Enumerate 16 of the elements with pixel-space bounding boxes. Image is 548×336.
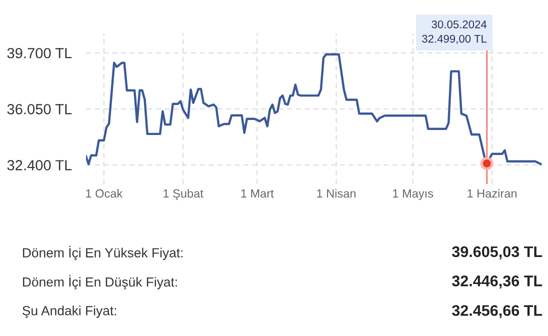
y-tick-label: 39.700 TL <box>7 48 72 58</box>
x-tick-label: 1 Nisan <box>317 188 356 198</box>
x-tick-label: 1 Ocak <box>86 188 123 198</box>
text: 32.456,66 TL <box>452 305 542 318</box>
text: 39.605,03 TL <box>452 246 542 260</box>
x-tick-label: 1 Mart <box>241 189 274 198</box>
text: Dönem İçi En Yüksek Fiyat: <box>23 246 183 260</box>
x-tick-label: 1 Mayıs <box>393 189 434 200</box>
text: Şu Andaki Fiyat: <box>22 306 116 318</box>
x-tick-label: 1 Şubat <box>164 188 204 200</box>
text: 32.446,36 TL <box>452 276 542 289</box>
annotation: 30.05.2024 32.499,00 TL <box>422 20 487 44</box>
text: Dönem İçi En Düşük Fiyat: <box>23 275 177 290</box>
y-tick-label: 36.050 TL <box>7 104 72 114</box>
x-tick-label: 1 Haziran <box>468 188 516 198</box>
y-tick-label: 32.400 TL <box>7 160 72 170</box>
